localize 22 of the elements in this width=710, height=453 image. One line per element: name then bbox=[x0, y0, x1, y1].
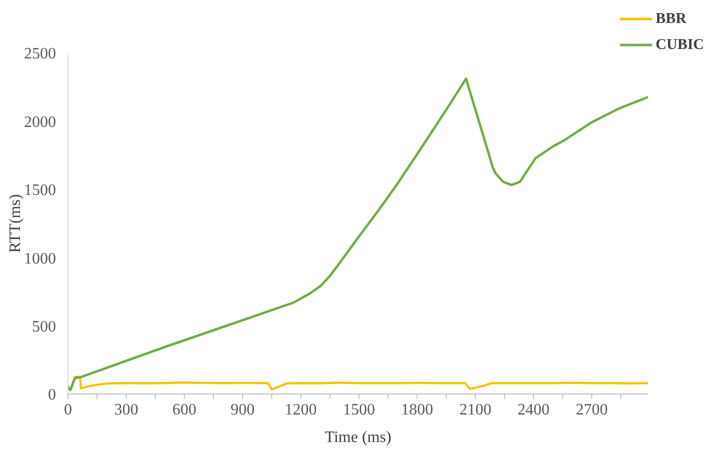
x-axis-title: Time (ms) bbox=[324, 429, 392, 446]
y-tick-label: 1000 bbox=[24, 250, 56, 268]
y-tick-label: 0 bbox=[48, 386, 56, 404]
y-tick-label: 2500 bbox=[24, 46, 56, 63]
y-axis-title: RTT(ms) bbox=[6, 194, 24, 253]
x-tick-label: 300 bbox=[114, 401, 138, 418]
x-tick-label: 1200 bbox=[284, 401, 317, 418]
x-tick-label: 2100 bbox=[459, 401, 492, 418]
line-series bbox=[68, 376, 648, 392]
x-tick-label: 1800 bbox=[401, 401, 434, 418]
x-tick-label: 0 bbox=[64, 401, 72, 418]
x-tick-label: 600 bbox=[172, 401, 196, 418]
y-tick-label: 2000 bbox=[24, 114, 56, 131]
x-tick-label: 2700 bbox=[576, 401, 608, 418]
x-tick-label: 1500 bbox=[342, 401, 375, 418]
y-tick-label: 500 bbox=[32, 318, 56, 336]
x-tick-label: 900 bbox=[230, 401, 255, 418]
x-tick-label: 2400 bbox=[518, 401, 550, 418]
legend-label: CUBIC bbox=[656, 36, 704, 54]
y-tick-label: 1500 bbox=[24, 182, 56, 200]
line-series bbox=[68, 77, 648, 392]
legend-label: BBR bbox=[656, 10, 686, 28]
